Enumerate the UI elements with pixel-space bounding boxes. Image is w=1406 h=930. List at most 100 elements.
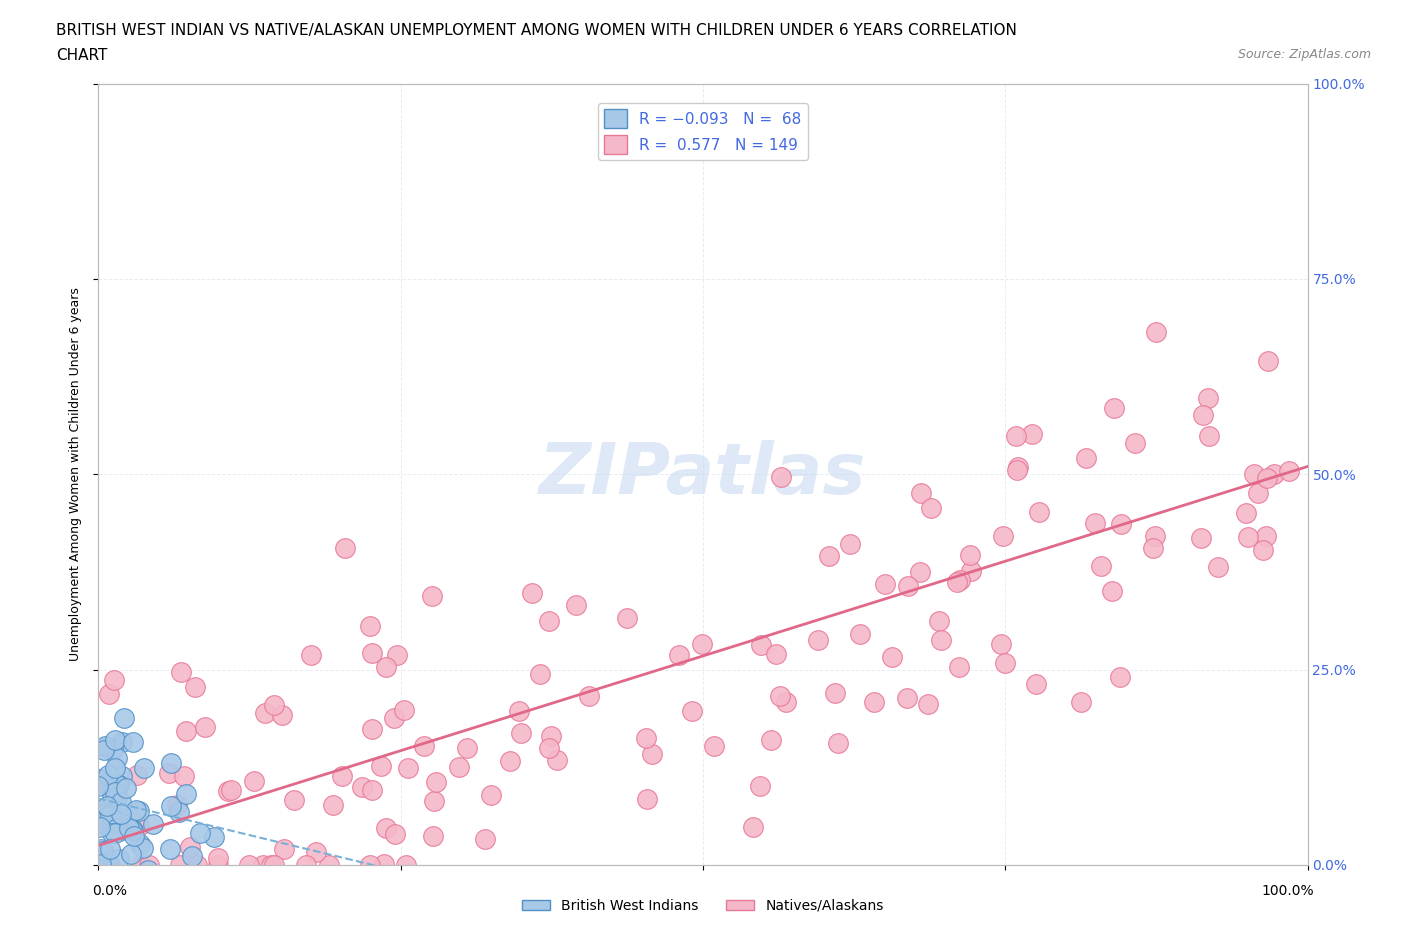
Point [827, 736, 849, 751]
Point [420, 589, 443, 604]
Point [529, 667, 551, 682]
Point [89, 820, 111, 835]
Point [322, 798, 344, 813]
Point [110, 816, 132, 830]
Point [87, 778, 110, 793]
Point [1198, 429, 1220, 444]
Point [394, 703, 416, 718]
Point [374, 820, 396, 835]
Point [101, 782, 124, 797]
Point [166, 798, 188, 813]
Point [361, 783, 384, 798]
Point [1102, 401, 1125, 416]
Point [108, 852, 131, 867]
Point [176, 724, 198, 738]
Point [361, 645, 384, 660]
Point [159, 841, 181, 856]
Point [508, 704, 530, 719]
Point [946, 574, 969, 589]
Point [104, 822, 127, 837]
Point [142, 817, 165, 831]
Point [138, 857, 160, 872]
Point [1143, 528, 1166, 543]
Point [1021, 427, 1043, 442]
Point [173, 769, 195, 784]
Point [882, 650, 904, 665]
Point [96, 799, 118, 814]
Point [136, 863, 159, 878]
Point [818, 549, 841, 564]
Point [360, 722, 382, 737]
Point [1243, 466, 1265, 481]
Point [751, 637, 773, 652]
Point [107, 751, 129, 765]
Point [104, 826, 127, 841]
Point [1004, 428, 1026, 443]
Point [89, 816, 111, 830]
Point [184, 680, 207, 695]
Point [238, 857, 260, 872]
Point [121, 822, 143, 837]
Point [169, 804, 191, 819]
Point [103, 672, 125, 687]
Point [98, 842, 121, 857]
Point [1191, 407, 1213, 422]
Point [94, 738, 117, 753]
Point [896, 691, 918, 706]
Point [510, 725, 533, 740]
Point [540, 729, 562, 744]
Point [93, 743, 115, 758]
Point [186, 857, 208, 872]
Point [98, 857, 121, 872]
Point [128, 804, 150, 818]
Point [179, 840, 201, 855]
Point [1109, 516, 1132, 531]
Point [110, 806, 132, 821]
Point [91, 844, 114, 858]
Point [115, 817, 138, 831]
Point [271, 708, 294, 723]
Point [681, 703, 703, 718]
Point [1263, 467, 1285, 482]
Point [1256, 471, 1278, 485]
Point [134, 761, 156, 776]
Point [1025, 677, 1047, 692]
Point [194, 720, 217, 735]
Text: 0.0%: 0.0% [93, 884, 128, 898]
Point [537, 740, 560, 755]
Point [1247, 485, 1270, 500]
Point [1142, 541, 1164, 556]
Point [636, 731, 658, 746]
Point [263, 698, 285, 712]
Point [449, 760, 471, 775]
Point [761, 733, 783, 748]
Point [373, 857, 395, 871]
Legend: British West Indians, Natives/Alaskans: British West Indians, Natives/Alaskans [517, 894, 889, 919]
Point [413, 739, 436, 754]
Point [359, 857, 381, 872]
Point [90, 857, 112, 871]
Point [219, 782, 242, 797]
Point [299, 647, 322, 662]
Point [849, 627, 872, 642]
Point [1256, 529, 1278, 544]
Point [910, 565, 932, 579]
Point [1206, 560, 1229, 575]
Point [104, 732, 127, 747]
Point [1191, 530, 1213, 545]
Point [87, 857, 110, 872]
Point [748, 778, 770, 793]
Point [690, 636, 713, 651]
Point [318, 857, 340, 872]
Point [742, 820, 765, 835]
Point [243, 774, 266, 789]
Point [160, 755, 183, 770]
Point [668, 647, 690, 662]
Point [374, 659, 396, 674]
Point [96, 777, 118, 791]
Point [959, 548, 981, 563]
Point [1070, 695, 1092, 710]
Point [422, 829, 444, 844]
Point [114, 780, 136, 795]
Point [824, 686, 846, 701]
